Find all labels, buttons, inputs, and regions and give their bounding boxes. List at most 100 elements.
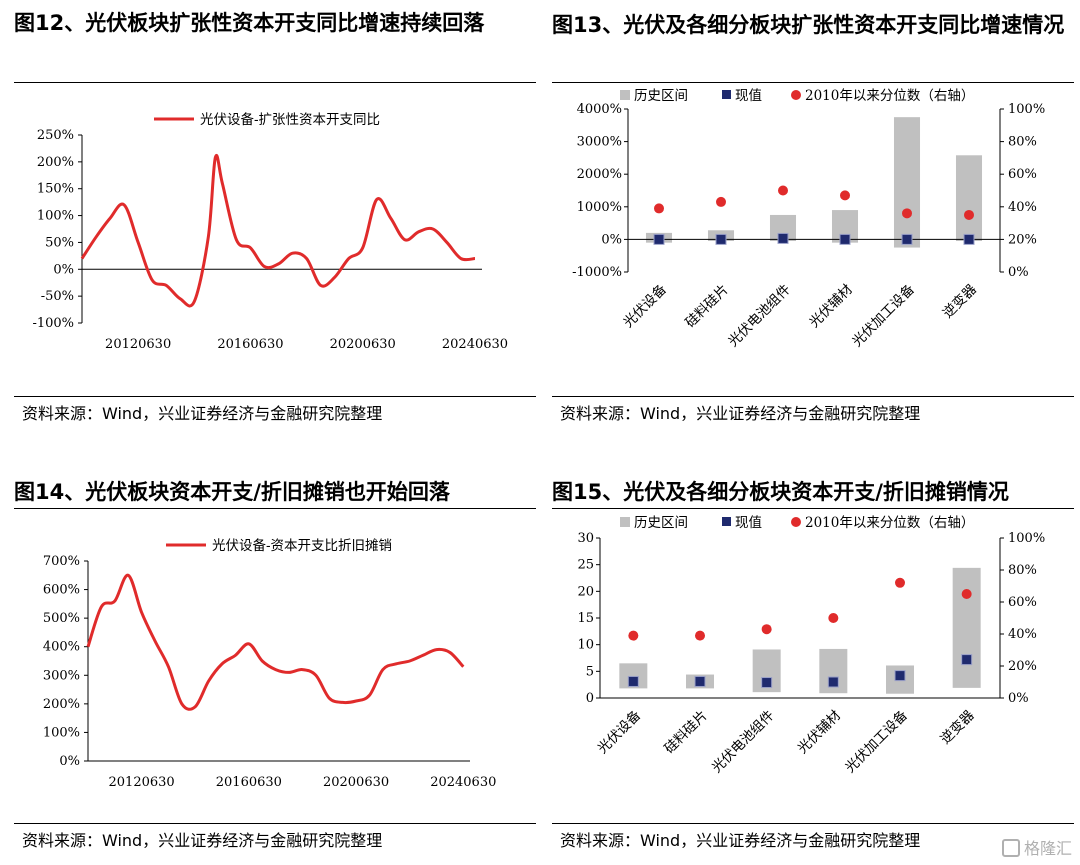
y-tick-label: 0% <box>53 262 74 277</box>
percentile-dot <box>628 630 639 641</box>
y-tick-label: 3000% <box>577 135 622 150</box>
line-chart: 700% 600% 500% 400% 300% 200% 100% 0% 20120630 20… <box>43 537 497 790</box>
y2-tick-label: 100% <box>1008 102 1045 117</box>
category-label: 光伏电池组件 <box>725 282 794 351</box>
y-tick-label: 100% <box>37 209 74 224</box>
y2-tick-label: 80% <box>1008 135 1037 150</box>
source-note: 资料来源：Wind，兴业证券经济与金融研究院整理 <box>22 404 383 423</box>
legend-label: 2010年以来分位数（右轴） <box>805 515 974 531</box>
category-label: 逆变器 <box>940 281 980 321</box>
chart-title: 图15、光伏及各细分板块资本开支/折旧摊销情况 <box>552 480 1009 504</box>
y-tick-label: 15 <box>577 611 594 626</box>
y-tick-label: -50% <box>41 289 74 304</box>
percentile-dot <box>964 209 974 220</box>
source-rule <box>552 396 1074 397</box>
current-marker <box>894 670 906 682</box>
y-tick-label: -100% <box>32 316 74 331</box>
y2-tick-label: 20% <box>1008 232 1037 247</box>
legend-label: 历史区间 <box>634 88 688 104</box>
y2-tick-label: 40% <box>1008 200 1037 215</box>
y-tick-label: 250% <box>37 128 74 143</box>
y-tick-label: 0% <box>601 232 622 247</box>
category-label: 逆变器 <box>938 707 978 747</box>
current-marker <box>901 233 913 245</box>
legend-swatch-percentile <box>791 517 801 527</box>
source-note: 资料来源：Wind，兴业证券经济与金融研究院整理 <box>22 831 383 850</box>
y-tick-label: 5 <box>586 664 594 679</box>
current-marker <box>827 676 839 688</box>
percentile-dot <box>961 589 972 599</box>
category-label: 光伏辅材 <box>806 282 855 331</box>
x-tick-label: 20160630 <box>216 775 282 790</box>
current-marker <box>777 232 789 244</box>
y-tick-label: 0 <box>586 691 594 706</box>
title-rule <box>552 82 1074 83</box>
current-marker <box>694 675 706 687</box>
watermark-logo-icon <box>1001 839 1020 857</box>
legend-swatch-range <box>620 517 630 527</box>
y-tick-label: 500% <box>43 611 80 626</box>
range-bar <box>893 117 921 248</box>
series-line <box>86 573 465 711</box>
legend-label: 现值 <box>735 88 762 104</box>
y-tick-label: 150% <box>37 182 74 197</box>
chart-title: 图12、光伏板块扩张性资本开支同比增速持续回落 <box>14 11 485 35</box>
category-label: 光伏电池组件 <box>709 708 778 777</box>
legend-swatch-percentile <box>791 90 801 100</box>
category-label: 硅料硅片 <box>661 708 710 757</box>
source-rule <box>14 823 536 824</box>
x-tick-label: 20240630 <box>430 775 496 790</box>
y-tick-label: 20 <box>577 584 594 599</box>
x-tick-label: 20200630 <box>330 337 396 352</box>
y2-tick-label: 100% <box>1008 531 1045 546</box>
source-rule <box>552 823 1074 824</box>
y-tick-label: 2000% <box>577 167 622 182</box>
y-tick-label: 25 <box>577 558 594 573</box>
y-tick-label: 4000% <box>577 102 622 117</box>
current-marker <box>715 233 727 245</box>
chart-panel-13: 图13、光伏及各细分板块扩张性资本开支同比增速情况 4000% 3000% 2000… <box>552 0 1074 430</box>
y-tick-label: 300% <box>43 668 80 683</box>
current-marker <box>963 233 975 245</box>
y-tick-label: 200% <box>43 697 80 712</box>
line-chart: 250% 200% 150% 100% 50% 0% -50% -100% 20120630 20… <box>32 111 508 352</box>
y-tick-label: 600% <box>43 583 80 598</box>
percentile-dot <box>895 577 905 588</box>
title-rule <box>14 82 536 83</box>
x-tick-label: 20120630 <box>109 775 175 790</box>
chart-panel-14: 图14、光伏板块资本开支/折旧摊销也开始回落 700% 600% 500% 400% 3… <box>14 470 536 865</box>
legend-label: 2010年以来分位数（右轴） <box>805 88 974 104</box>
current-marker <box>761 677 773 689</box>
chart-title: 图13、光伏及各细分板块扩张性资本开支同比增速情况 <box>552 13 1065 37</box>
range-bar-chart: 4000% 3000% 2000% 1000% 0% -1000% 100% 80% 60% 40… <box>572 88 1045 351</box>
percentile-dot <box>840 190 850 201</box>
x-tick-label: 20200630 <box>323 775 389 790</box>
category-label: 光伏设备 <box>594 706 645 757</box>
x-tick-label: 20160630 <box>217 337 283 352</box>
percentile-dot <box>902 208 912 219</box>
y-tick-label: 400% <box>43 640 80 655</box>
legend-label: 光伏设备-扩张性资本开支同比 <box>200 111 380 128</box>
current-marker <box>839 233 851 245</box>
category-label: 光伏加工设备 <box>849 280 919 350</box>
category-label: 光伏设备 <box>620 280 671 331</box>
percentile-dot <box>695 630 705 641</box>
x-tick-label: 20240630 <box>442 337 508 352</box>
y-tick-label: 30 <box>577 531 594 546</box>
title-rule <box>14 508 536 509</box>
current-marker <box>961 654 973 666</box>
title-rule <box>552 508 1074 509</box>
current-marker <box>627 675 639 687</box>
chart-panel-12: 图12、光伏板块扩张性资本开支同比增速持续回落 250% 200% 150% 100%… <box>14 0 536 430</box>
current-marker <box>653 233 665 245</box>
chart-panel-15: 图15、光伏及各细分板块资本开支/折旧摊销情况 30 25 20 15 10 5 0 100%… <box>552 470 1074 865</box>
x-tick-label: 20120630 <box>105 337 171 352</box>
y-tick-label: 700% <box>43 554 80 569</box>
range-bar <box>952 567 981 688</box>
y-tick-label: 10 <box>577 638 594 653</box>
y2-tick-label: 40% <box>1008 627 1037 642</box>
source-rule <box>14 396 536 397</box>
watermark-text: 格隆汇 <box>1023 839 1072 858</box>
legend-swatch-current <box>722 517 731 526</box>
